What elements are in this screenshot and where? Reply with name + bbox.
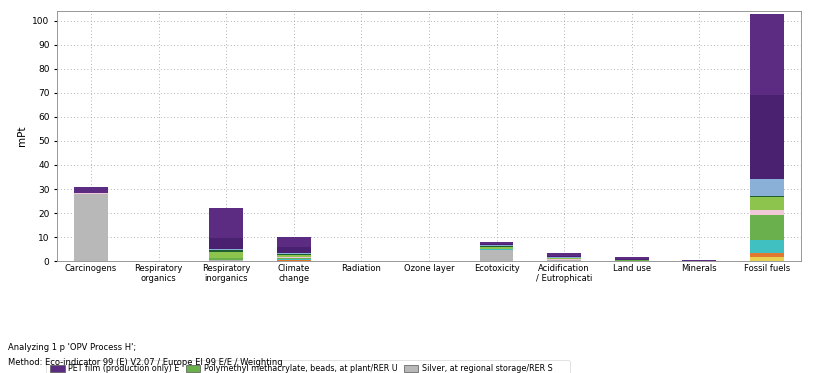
Bar	[277, 258, 310, 259]
Bar	[750, 215, 784, 240]
Bar	[277, 253, 310, 254]
Bar	[209, 252, 243, 258]
Bar	[750, 257, 784, 261]
Bar	[614, 257, 649, 259]
Text: Method: Eco-indicator 99 (E) V2.07 / Europe EI 99 E/E / Weighting: Method: Eco-indicator 99 (E) V2.07 / Eur…	[8, 358, 283, 367]
Bar	[277, 257, 310, 258]
Bar	[480, 250, 513, 261]
Y-axis label: mPt: mPt	[16, 126, 27, 146]
Bar	[480, 244, 513, 245]
Bar	[277, 255, 310, 257]
Bar	[480, 242, 513, 244]
Bar	[277, 260, 310, 261]
Bar	[209, 238, 243, 248]
Bar	[209, 258, 243, 260]
Bar	[547, 258, 581, 259]
Bar	[277, 247, 310, 253]
Bar	[74, 194, 108, 261]
Legend: PET film (production only) E, Zinc oxide, at plant/RER U, PEDOT: PSS, Graphite, : PET film (production only) E, Zinc oxide…	[47, 360, 570, 373]
Text: Analyzing 1 p 'OPV Process H';: Analyzing 1 p 'OPV Process H';	[8, 344, 136, 352]
Bar	[750, 240, 784, 253]
Bar	[547, 253, 581, 256]
Bar	[750, 179, 784, 196]
Bar	[277, 237, 310, 247]
Bar	[750, 197, 784, 210]
Bar	[614, 259, 649, 260]
Bar	[209, 208, 243, 238]
Bar	[750, 210, 784, 215]
Bar	[209, 260, 243, 261]
Bar	[277, 254, 310, 255]
Bar	[547, 257, 581, 258]
Bar	[750, 13, 784, 95]
Bar	[277, 259, 310, 260]
Bar	[480, 246, 513, 247]
Bar	[209, 249, 243, 250]
Bar	[480, 247, 513, 248]
Bar	[750, 253, 784, 257]
Bar	[750, 95, 784, 179]
Bar	[209, 250, 243, 252]
Bar	[547, 256, 581, 257]
Bar	[547, 260, 581, 261]
Bar	[480, 245, 513, 246]
Bar	[74, 186, 108, 192]
Bar	[750, 196, 784, 197]
